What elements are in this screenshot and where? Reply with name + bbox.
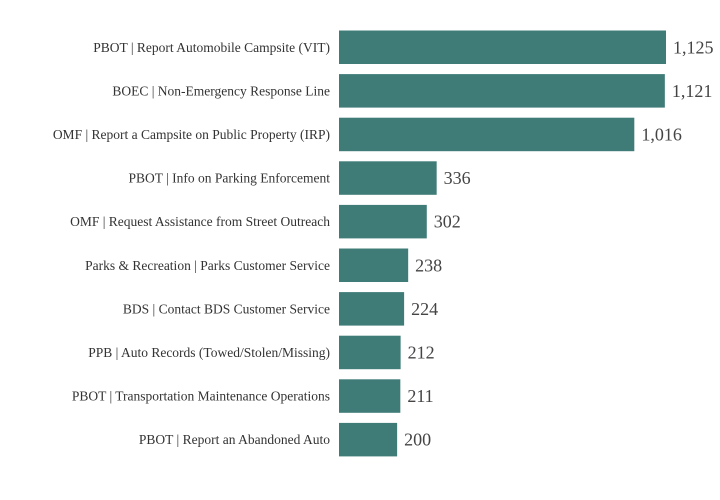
category-label: BDS | Contact BDS Customer Service (123, 301, 330, 316)
value-label: 224 (411, 299, 438, 319)
bar (339, 161, 437, 195)
bar (339, 248, 409, 282)
bar (339, 335, 401, 370)
category-label: PPB | Auto Records (Towed/Stolen/Missing… (88, 345, 330, 360)
value-label: 336 (444, 168, 471, 188)
bar (339, 204, 427, 239)
value-label: 1,121 (672, 81, 713, 101)
value-label: 211 (407, 386, 433, 406)
bar (339, 74, 665, 108)
value-label: 212 (408, 342, 435, 362)
category-label: PBOT | Report Automobile Campsite (VIT) (93, 40, 330, 55)
value-label: 1,016 (641, 124, 682, 144)
category-label: PBOT | Transportation Maintenance Operat… (72, 389, 330, 404)
bar (339, 117, 635, 152)
category-label: BOEC | Non-Emergency Response Line (112, 83, 330, 98)
value-label: 302 (434, 212, 461, 232)
bar (339, 30, 666, 64)
value-label: 200 (404, 430, 431, 450)
value-label: 1,125 (673, 37, 714, 57)
category-label: OMF | Request Assistance from Street Out… (70, 214, 330, 229)
category-label: OMF | Report a Campsite on Public Proper… (53, 127, 330, 142)
category-label: PBOT | Info on Parking Enforcement (128, 171, 330, 186)
value-label: 238 (415, 255, 442, 275)
bar (339, 422, 398, 457)
bar (339, 379, 401, 413)
bar (339, 292, 405, 326)
category-label: PBOT | Report an Abandoned Auto (139, 432, 330, 447)
category-label: Parks & Recreation | Parks Customer Serv… (85, 258, 330, 273)
